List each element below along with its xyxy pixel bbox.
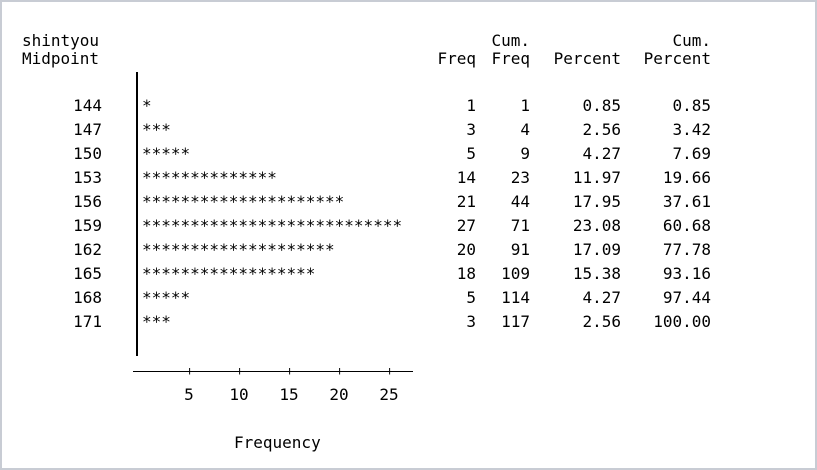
midpoint-label: 150	[73, 144, 102, 163]
cum-freq-header-line1: Cum.	[491, 31, 530, 50]
cum-freq-value: 23	[510, 168, 530, 187]
percent-value: 2.56	[582, 120, 621, 139]
x-tick-label: 25	[379, 385, 399, 404]
midpoint-label: 147	[73, 120, 102, 139]
freq-value: 27	[456, 216, 476, 235]
cum-freq-value: 44	[510, 192, 530, 211]
freq-value: 3	[466, 312, 476, 331]
freq-value: 1	[466, 96, 476, 115]
freq-value: 5	[466, 144, 476, 163]
percent-value: 11.97	[572, 168, 621, 187]
midpoint-header: Midpoint	[22, 49, 100, 68]
freq-value: 21	[456, 192, 476, 211]
percent-value: 4.27	[582, 288, 621, 307]
freq-value: 5	[466, 288, 476, 307]
cum-percent-header-line1: Cum.	[672, 31, 711, 50]
histogram-bar: *	[142, 98, 152, 114]
y-axis-line	[136, 72, 138, 356]
freq-header: Freq	[437, 49, 476, 68]
cum-percent-value: 3.42	[672, 120, 711, 139]
cum-freq-value: 71	[510, 216, 530, 235]
midpoint-label: 168	[73, 288, 102, 307]
x-axis-line	[133, 371, 413, 372]
histogram-bar: *********************	[142, 194, 345, 210]
percent-value: 23.08	[572, 216, 621, 235]
x-tick-mark: +	[236, 364, 244, 378]
cum-percent-value: 37.61	[662, 192, 711, 211]
cum-freq-value: 109	[501, 264, 530, 283]
cum-percent-value: 93.16	[662, 264, 711, 283]
x-tick-label: 20	[329, 385, 349, 404]
cum-freq-value: 4	[520, 120, 530, 139]
freq-value: 18	[456, 264, 476, 283]
cum-freq-value: 1	[520, 96, 530, 115]
cum-freq-value: 91	[510, 240, 530, 259]
cum-percent-value: 0.85	[672, 96, 711, 115]
cum-percent-value: 100.00	[653, 312, 711, 331]
cum-freq-header-line2: Freq	[491, 49, 530, 68]
cum-percent-value: 77.78	[662, 240, 711, 259]
x-tick-mark: +	[186, 364, 194, 378]
cum-freq-value: 114	[501, 288, 530, 307]
cum-freq-value: 9	[520, 144, 530, 163]
freq-value: 3	[466, 120, 476, 139]
percent-value: 17.95	[572, 192, 621, 211]
x-tick-mark: +	[386, 364, 394, 378]
midpoint-label: 165	[73, 264, 102, 283]
histogram-bar: ******************	[142, 266, 316, 282]
freq-value: 20	[456, 240, 476, 259]
cum-percent-value: 19.66	[662, 168, 711, 187]
midpoint-label: 162	[73, 240, 102, 259]
percent-value: 17.09	[572, 240, 621, 259]
x-tick-label: 15	[279, 385, 299, 404]
histogram-bar: ***************************	[142, 218, 403, 234]
x-tick-label: 10	[229, 385, 249, 404]
cum-percent-value: 97.44	[662, 288, 711, 307]
percent-value: 0.85	[582, 96, 621, 115]
midpoint-label: 144	[73, 96, 102, 115]
cum-percent-value: 7.69	[672, 144, 711, 163]
histogram-bar: *****	[142, 146, 191, 162]
variable-name-header: shintyou	[22, 31, 100, 50]
percent-value: 4.27	[582, 144, 621, 163]
percent-value: 2.56	[582, 312, 621, 331]
percent-header: Percent	[553, 49, 621, 68]
x-axis-label: Frequency	[234, 433, 321, 452]
cum-freq-value: 117	[501, 312, 530, 331]
x-tick-mark: +	[286, 364, 294, 378]
x-tick-mark: +	[336, 364, 344, 378]
cum-percent-header-line2: Percent	[643, 49, 711, 68]
cum-percent-value: 60.68	[662, 216, 711, 235]
x-tick-label: 5	[184, 385, 194, 404]
histogram-bar: ********************	[142, 242, 335, 258]
midpoint-label: 153	[73, 168, 102, 187]
histogram-bar: *****	[142, 290, 191, 306]
histogram-bar: **************	[142, 170, 277, 186]
percent-value: 15.38	[572, 264, 621, 283]
midpoint-label: 156	[73, 192, 102, 211]
midpoint-label: 171	[73, 312, 102, 331]
histogram-bar: ***	[142, 314, 171, 330]
histogram-bar: ***	[142, 122, 171, 138]
midpoint-label: 159	[73, 216, 102, 235]
freq-value: 14	[456, 168, 476, 187]
